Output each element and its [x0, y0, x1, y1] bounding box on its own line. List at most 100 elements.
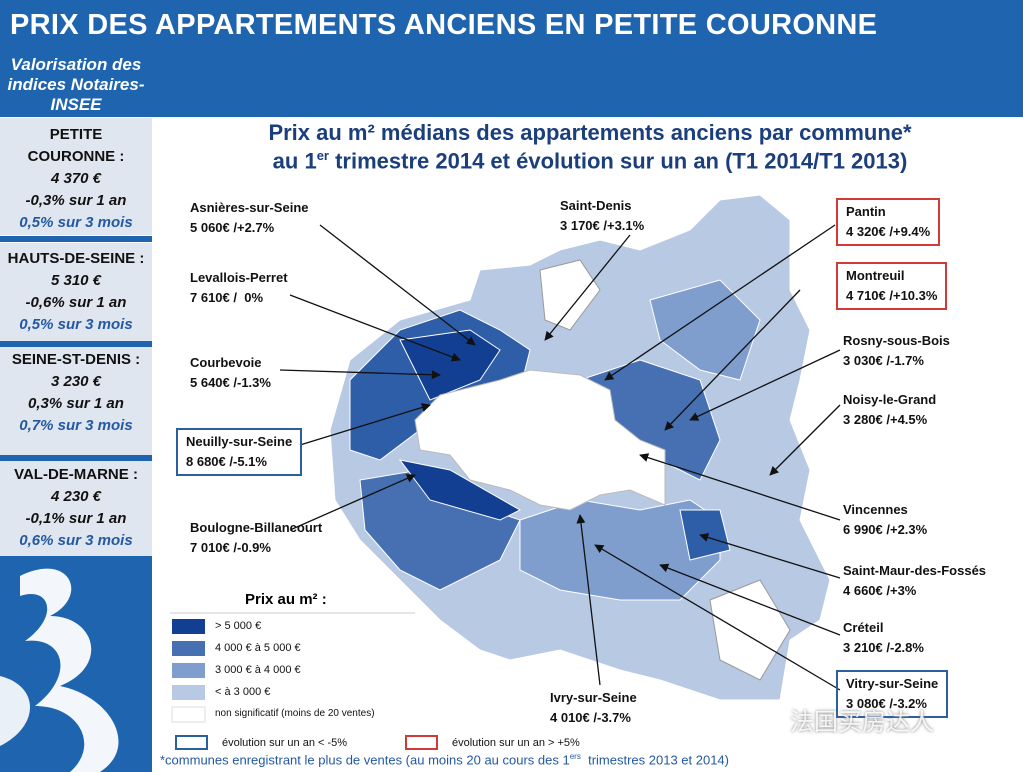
header-title: PRIX DES APPARTEMENTS ANCIENS EN PETITE …: [10, 9, 878, 41]
legend-item: 3 000 € à 4 000 €: [215, 664, 301, 676]
legend-item: > 5 000 €: [215, 620, 262, 632]
map-shape: [172, 641, 205, 656]
commune-name: Vitry-sur-Seine: [846, 676, 939, 691]
separator: [0, 236, 152, 242]
logo-swirl: [20, 568, 119, 772]
map-shape: [172, 619, 205, 634]
commune-name: Rosny-sous-Bois: [843, 333, 950, 348]
commune: Boulogne-Billancourt 7 010€ /-0.9%: [190, 518, 322, 558]
legend-evolution: évolution sur un an < -5%: [222, 737, 348, 749]
commune-name: Levallois-Perret: [190, 270, 288, 285]
region-block: SEINE-ST-DENIS : 3 230 € 0,3% sur 1 an 0…: [0, 347, 152, 455]
map-zone-mid: [649, 279, 761, 381]
commune-name: Pantin: [846, 204, 886, 219]
region-name: HAUTS-DE-SEINE :: [7, 250, 145, 267]
region-block: PETITE COURONNE : 4 370 € -0,3% sur 1 an…: [0, 118, 152, 235]
commune: Neuilly-sur-Seine 8 680€ /-5.1%: [176, 428, 303, 476]
map-shape: [279, 369, 441, 380]
map-shape: [289, 474, 416, 531]
commune: Noisy-le-Grand 3 280€ /+4.5%: [843, 390, 936, 430]
region-price: 5 310 €: [50, 272, 102, 289]
region-year: -0,6% sur 1 an: [25, 294, 127, 311]
region-name: PETITE COURONNE :: [27, 126, 125, 165]
map-title: Prix au m² médians des appartements anci…: [268, 120, 912, 145]
commune-value: 6 990€ /+2.3%: [843, 522, 928, 537]
commune: Ivry-sur-Seine 4 010€ /-3.7%: [550, 688, 637, 728]
map-shape: [319, 224, 476, 346]
map-shape: [699, 533, 841, 579]
map-shape: [172, 663, 205, 678]
commune-value: 3 170€ /+3.1%: [560, 218, 645, 233]
separator: [0, 455, 152, 461]
commune: Rosny-sous-Bois 3 030€ /-1.7%: [843, 331, 950, 371]
commune-value: 3 030€ /-1.7%: [843, 353, 924, 368]
arrows: [279, 224, 841, 691]
region-block: VAL-DE-MARNE : 4 230 € -0,1% sur 1 an 0,…: [0, 461, 152, 556]
header-bar: [0, 0, 1023, 117]
title-part: au 1: [272, 148, 317, 174]
map-shape: [639, 453, 841, 521]
region-months: 0,5% sur 3 mois: [19, 316, 133, 333]
commune: Saint-Maur-des-Fossés 4 660€ /+3%: [843, 561, 986, 601]
footnote-part: trimestres 2013 et 2014): [580, 752, 729, 768]
map-shape: [289, 294, 461, 362]
map-zone-mid: [519, 499, 721, 601]
sidebar-subtitle: Valorisation des indices Notaires-INSEE: [7, 55, 145, 114]
region-price: 4 370 €: [50, 170, 102, 187]
commune: Pantin 4 320€ /+9.4%: [836, 198, 941, 246]
commune-name: Ivry-sur-Seine: [550, 690, 637, 705]
map-shape: [659, 563, 841, 636]
commune-value: 3 210€ /-2.8%: [843, 640, 924, 655]
commune-name: Montreuil: [846, 268, 905, 283]
region-year: -0,1% sur 1 an: [25, 510, 127, 527]
map-shape: [172, 685, 205, 700]
map-zone-none: [709, 579, 791, 681]
commune-value: 4 320€ /+9.4%: [846, 224, 931, 239]
legend-evolution: évolution sur un an > +5%: [452, 737, 580, 749]
commune: Asnières-sur-Seine 5 060€ /+2.7%: [190, 198, 309, 238]
legend-item: 4 000 € à 5 000 €: [215, 642, 301, 654]
commune: Vincennes 6 990€ /+2.3%: [843, 500, 927, 540]
map-zone-none: [539, 259, 601, 331]
map-shape: [299, 403, 431, 446]
region-name: VAL-DE-MARNE :: [14, 466, 138, 483]
commune-name: Saint-Maur-des-Fossés: [843, 563, 987, 578]
footnote: *communes enregistrant le plus de ventes…: [160, 752, 729, 767]
commune-name: Boulogne-Billancourt: [190, 520, 323, 535]
logo: [0, 556, 152, 772]
region-price: 3 230 €: [50, 373, 102, 390]
commune-name: Vincennes: [843, 502, 908, 517]
commune-value: 3 080€ /-3.2%: [846, 696, 927, 711]
map-shape: [604, 224, 836, 381]
commune-value: 4 710€ /+10.3%: [846, 288, 938, 303]
commune-name: Créteil: [843, 620, 884, 635]
region-price: 4 230 €: [50, 488, 102, 505]
commune: Montreuil 4 710€ /+10.3%: [836, 262, 948, 310]
region-block: HAUTS-DE-SEINE : 5 310 € -0,6% sur 1 an …: [0, 243, 152, 341]
commune-value: 3 280€ /+4.5%: [843, 412, 928, 427]
title-part: trimestre 2014 et évolution sur un an (T…: [328, 148, 908, 174]
map-shape: [175, 735, 208, 750]
region-months: 0,5% sur 3 mois: [19, 214, 133, 231]
map-shape: [576, 514, 601, 686]
commune: Vitry-sur-Seine 3 080€ /-3.2%: [836, 670, 949, 718]
commune: Saint-Denis 3 170€ /+3.1%: [560, 196, 644, 236]
region-months: 0,6% sur 3 mois: [19, 532, 133, 549]
commune: Créteil 3 210€ /-2.8%: [843, 618, 924, 658]
map-shape: [405, 735, 438, 750]
map-shape: [544, 234, 631, 341]
region-name: SEINE-ST-DENIS :: [11, 351, 141, 368]
paris: [414, 369, 666, 511]
commune: Courbevoie 5 640€ /-1.3%: [190, 353, 271, 393]
separator: [0, 341, 152, 347]
map-shape: [171, 706, 206, 723]
map-zone-darkest: [398, 459, 522, 521]
commune-value: 7 010€ /-0.9%: [190, 540, 271, 555]
watermark: 法国买房达人: [790, 709, 934, 736]
title-sup: er: [316, 148, 329, 163]
commune-value: 5 060€ /+2.7%: [190, 220, 275, 235]
commune-value: 7 610€ / 0%: [190, 290, 263, 305]
legend-title: Prix au m² :: [245, 591, 327, 608]
